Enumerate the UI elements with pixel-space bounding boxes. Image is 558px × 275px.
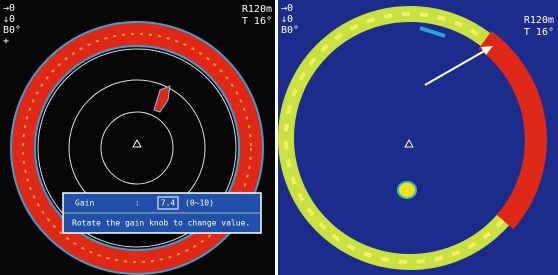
gain-hint: Rotate the gain knob to change value. (72, 219, 250, 228)
status-vertical: ↓0 (281, 14, 293, 25)
right-panel: →0 ↓0 B0° R120m T 16° (278, 0, 558, 275)
gain-separator: : (135, 199, 140, 208)
status-bearing: B0° (3, 25, 21, 36)
sonar-screens: →0 ↓0 B0° + R120m T 16° Gain : 7.4 (0~10… (0, 0, 558, 275)
gain-dialog: Gain : 7.4 (0~10) Rotate the gain knob t… (63, 193, 261, 233)
page: →0 ↓0 B0° + R120m T 16° Gain : 7.4 (0~10… (0, 0, 558, 275)
status-horizontal: →0 (3, 3, 15, 14)
status-horizontal: →0 (281, 3, 293, 14)
tilt: T 16° (524, 27, 554, 38)
gain-value: 7.4 (161, 199, 176, 208)
status-vertical: ↓0 (3, 14, 15, 25)
gain-range: (0~10) (185, 199, 214, 208)
tilt: T 16° (242, 16, 272, 27)
marker: + (3, 36, 9, 47)
gain-label: Gain (75, 199, 94, 208)
left-panel: →0 ↓0 B0° + R120m T 16° Gain : 7.4 (0~10… (0, 0, 275, 275)
range: R120m (242, 4, 272, 15)
school-echo (398, 182, 416, 198)
status-bearing: B0° (281, 25, 299, 36)
range: R120m (524, 15, 554, 26)
